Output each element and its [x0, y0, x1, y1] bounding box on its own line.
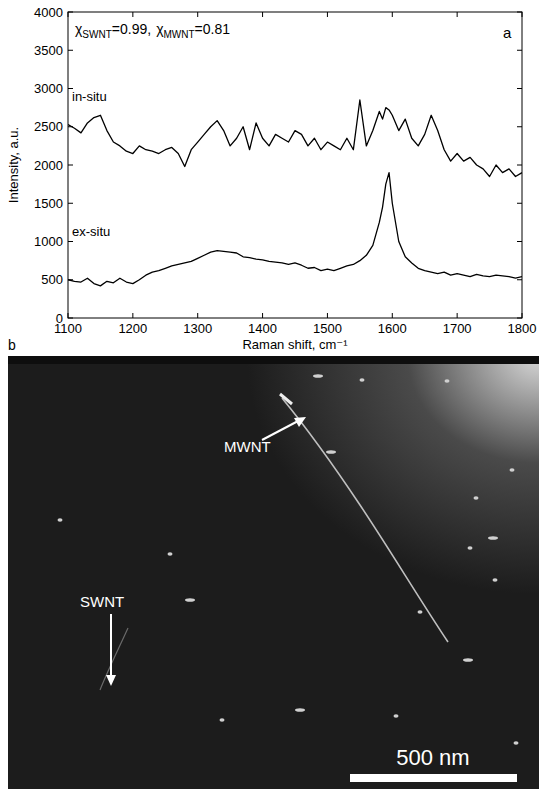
- y-tick-right: [517, 126, 522, 127]
- particle: [313, 374, 323, 378]
- x-tick-top: [522, 12, 523, 17]
- x-tick: [262, 313, 263, 318]
- particle: [445, 379, 450, 383]
- y-tick-label: 2500: [34, 119, 63, 134]
- series-label: ex-situ: [72, 224, 110, 239]
- arrow: [262, 420, 300, 440]
- y-tick-label: 4000: [34, 5, 63, 20]
- mwnt-tube: [282, 398, 448, 642]
- particle: [394, 714, 399, 718]
- x-tick-label: 1800: [508, 321, 537, 336]
- x-tick-label: 1500: [313, 321, 342, 336]
- y-tick-right: [517, 279, 522, 280]
- x-tick-label: 1300: [183, 321, 212, 336]
- arrowhead: [106, 675, 116, 686]
- x-tick-label: 1600: [378, 321, 407, 336]
- x-tick-label: 1200: [118, 321, 147, 336]
- plot-frame: [68, 12, 522, 318]
- particle: [168, 552, 173, 556]
- scale-bar-label: 500 nm: [396, 745, 469, 770]
- x-axis-title: Raman shift, cm⁻¹: [242, 337, 348, 352]
- chi-subscript: SWNT: [82, 29, 111, 40]
- y-tick-label: 500: [41, 272, 63, 287]
- sem-top-band: [8, 356, 539, 364]
- y-tick-right: [517, 88, 522, 89]
- series-label: in-situ: [72, 89, 107, 104]
- y-tick: [68, 318, 73, 319]
- particle: [185, 598, 195, 602]
- particle: [493, 578, 498, 582]
- arrowhead: [294, 417, 306, 427]
- x-tick: [457, 313, 458, 318]
- x-tick-top: [197, 12, 198, 17]
- y-tick-right: [517, 318, 522, 319]
- x-tick-top: [392, 12, 393, 17]
- particle: [463, 658, 473, 662]
- chi-value: =0.99,: [112, 21, 151, 37]
- y-tick-label: 3000: [34, 81, 63, 96]
- y-tick: [68, 241, 73, 242]
- sem-background: [8, 356, 539, 789]
- panel-letter: a: [503, 24, 512, 41]
- swnt-label: SWNT: [80, 593, 124, 610]
- figure: 0500100015002000250030003500400011001200…: [0, 0, 539, 789]
- x-tick: [392, 313, 393, 318]
- y-tick-right: [517, 12, 522, 13]
- x-tick: [197, 313, 198, 318]
- x-tick-label: 1100: [54, 321, 82, 336]
- sem-glow: [8, 356, 539, 789]
- swnt-tube: [100, 628, 128, 690]
- y-tick-right: [517, 165, 522, 166]
- particle: [514, 741, 519, 745]
- y-tick-label: 2000: [34, 158, 63, 173]
- particle: [474, 496, 479, 500]
- arrow: [110, 614, 112, 678]
- chi-subscript: MWNT: [164, 29, 195, 40]
- x-tick-label: 1700: [443, 321, 472, 336]
- y-tick-label: 1500: [34, 196, 63, 211]
- particle: [418, 610, 423, 614]
- mwnt-label: MWNT: [224, 438, 271, 455]
- particle: [510, 468, 515, 472]
- x-tick-top: [327, 12, 328, 17]
- x-tick-label: 1400: [248, 321, 277, 336]
- x-tick: [522, 313, 523, 318]
- y-tick: [68, 203, 73, 204]
- chi-annotation: χSWNT=0.99,χMWNT=0.81: [75, 21, 230, 40]
- particle: [468, 546, 473, 550]
- spectrum-line: [68, 173, 522, 286]
- scale-bar: [350, 774, 517, 782]
- y-tick: [68, 12, 73, 13]
- x-tick: [132, 313, 133, 318]
- particle: [58, 518, 63, 522]
- y-tick: [68, 165, 73, 166]
- x-tick-top: [457, 12, 458, 17]
- mwnt-bright: [280, 394, 292, 404]
- x-tick-top: [262, 12, 263, 17]
- particle: [488, 536, 498, 540]
- particle: [326, 450, 336, 454]
- x-tick-top: [68, 12, 69, 17]
- x-tick: [68, 313, 69, 318]
- x-tick: [327, 313, 328, 318]
- spectrum-line: [68, 100, 522, 177]
- y-tick-right: [517, 50, 522, 51]
- particle: [220, 718, 225, 722]
- y-tick: [68, 50, 73, 51]
- y-tick-right: [517, 203, 522, 204]
- y-axis-title: Intensity, a.u.: [6, 127, 21, 203]
- series-group: [68, 100, 522, 286]
- x-tick-top: [132, 12, 133, 17]
- chi-value: =0.81: [195, 21, 231, 37]
- y-tick-label: 1000: [34, 234, 63, 249]
- y-tick-right: [517, 241, 522, 242]
- y-tick-label: 3500: [34, 43, 63, 58]
- particle: [360, 378, 365, 382]
- particle: [295, 708, 305, 712]
- panel-letter: b: [8, 337, 16, 353]
